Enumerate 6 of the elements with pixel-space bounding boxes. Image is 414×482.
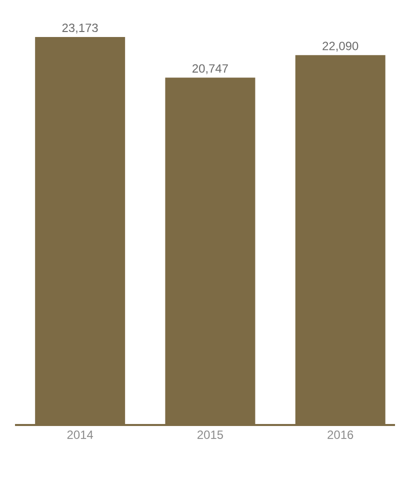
data-label: 23,173 bbox=[62, 24, 98, 34]
x-tick-label: 2014 bbox=[67, 430, 94, 439]
x-tick-label: 2016 bbox=[328, 430, 354, 439]
data-label: 22,090 bbox=[322, 42, 358, 52]
data-label: 20,747 bbox=[192, 64, 228, 74]
x-tick-label: 2015 bbox=[198, 430, 223, 439]
